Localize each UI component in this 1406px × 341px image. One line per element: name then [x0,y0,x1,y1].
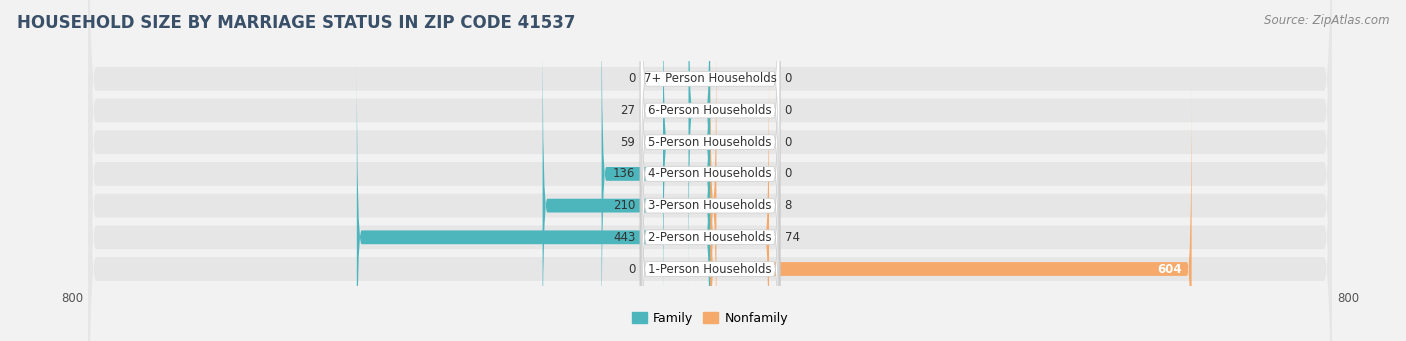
Text: 3-Person Households: 3-Person Households [648,199,772,212]
FancyBboxPatch shape [640,0,780,341]
FancyBboxPatch shape [689,0,710,294]
FancyBboxPatch shape [89,0,1331,341]
FancyBboxPatch shape [89,0,1331,341]
FancyBboxPatch shape [640,0,780,325]
Text: Source: ZipAtlas.com: Source: ZipAtlas.com [1264,14,1389,27]
Text: 27: 27 [620,104,636,117]
FancyBboxPatch shape [89,0,1331,341]
Text: 136: 136 [613,167,636,180]
Text: 0: 0 [785,72,792,85]
Text: 0: 0 [628,263,636,276]
FancyBboxPatch shape [640,0,780,341]
Text: 74: 74 [785,231,800,244]
FancyBboxPatch shape [89,0,1331,341]
Text: 443: 443 [613,231,636,244]
FancyBboxPatch shape [710,86,1192,341]
Text: 7+ Person Households: 7+ Person Households [644,72,776,85]
FancyBboxPatch shape [543,22,710,341]
Text: 0: 0 [785,104,792,117]
Text: 604: 604 [1157,263,1182,276]
FancyBboxPatch shape [89,0,1331,341]
Text: 2-Person Households: 2-Person Households [648,231,772,244]
Text: 8: 8 [785,199,792,212]
FancyBboxPatch shape [710,54,769,341]
Text: 59: 59 [620,136,636,149]
Text: HOUSEHOLD SIZE BY MARRIAGE STATUS IN ZIP CODE 41537: HOUSEHOLD SIZE BY MARRIAGE STATUS IN ZIP… [17,14,575,32]
Text: 0: 0 [628,72,636,85]
Text: 0: 0 [785,136,792,149]
Text: 0: 0 [785,167,792,180]
FancyBboxPatch shape [664,0,710,326]
FancyBboxPatch shape [602,0,710,341]
Text: 6-Person Households: 6-Person Households [648,104,772,117]
Text: 210: 210 [613,199,636,212]
FancyBboxPatch shape [640,0,780,341]
FancyBboxPatch shape [89,0,1331,341]
FancyBboxPatch shape [357,54,710,341]
FancyBboxPatch shape [640,0,780,341]
Text: 4-Person Households: 4-Person Households [648,167,772,180]
FancyBboxPatch shape [89,0,1331,341]
FancyBboxPatch shape [710,22,717,341]
Text: 1-Person Households: 1-Person Households [648,263,772,276]
FancyBboxPatch shape [640,0,780,341]
Legend: Family, Nonfamily: Family, Nonfamily [627,307,793,330]
FancyBboxPatch shape [640,23,780,341]
Text: 5-Person Households: 5-Person Households [648,136,772,149]
